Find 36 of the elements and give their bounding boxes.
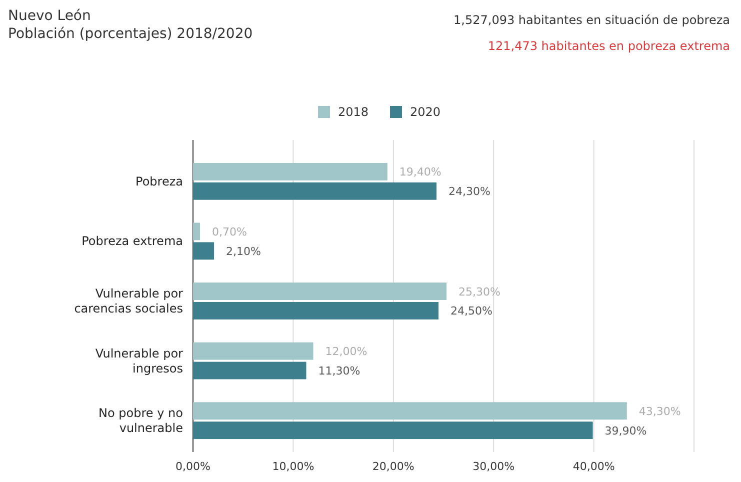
data-label: 24,50% — [450, 304, 492, 318]
x-tick-label: 0,00% — [176, 460, 210, 473]
data-label: 12,00% — [325, 345, 368, 358]
data-label: 11,30% — [318, 364, 360, 378]
y-tick-label: Vulnerable por ingresos — [95, 346, 184, 376]
data-label: 19,40% — [399, 166, 442, 179]
bar — [193, 182, 436, 200]
legend-label: 2018 — [338, 105, 369, 119]
data-label: 24,30% — [448, 185, 490, 198]
x-tick-label: 10,00% — [272, 460, 314, 473]
x-tick-label: 30,00% — [472, 460, 515, 473]
text: 121,473 habitantes en pobreza extrema — [488, 39, 730, 53]
bar — [193, 342, 314, 360]
y-tick-label: No pobre y no vulnerable — [98, 406, 183, 436]
data-label: 43,30% — [638, 404, 681, 418]
bar — [193, 422, 593, 440]
text: 1,527,093 habitantes en situación de pobreza — [454, 13, 730, 27]
text: Nuevo León — [8, 8, 91, 24]
bar — [193, 242, 214, 260]
bar — [193, 282, 447, 300]
bar — [193, 302, 438, 320]
data-label: 0,70% — [212, 225, 247, 238]
bar — [193, 402, 627, 420]
data-label: 2,10% — [226, 244, 261, 258]
y-tick-label: Pobreza — [136, 174, 183, 188]
bar — [193, 362, 306, 380]
bar — [193, 222, 200, 240]
x-tick-label: 20,00% — [372, 460, 414, 473]
x-tick-label: 40,00% — [572, 460, 615, 473]
chart-subtitle: Población (porcentajes) 2018/2020 — [8, 26, 253, 42]
bar — [193, 162, 388, 180]
legend-label: 2020 — [410, 105, 441, 119]
y-tick-label: Pobreza extrema — [82, 234, 183, 248]
data-label: 39,90% — [604, 424, 647, 438]
data-label: 25,30% — [458, 285, 500, 298]
y-tick-label: Vulnerable por carencias sociales — [74, 286, 184, 316]
